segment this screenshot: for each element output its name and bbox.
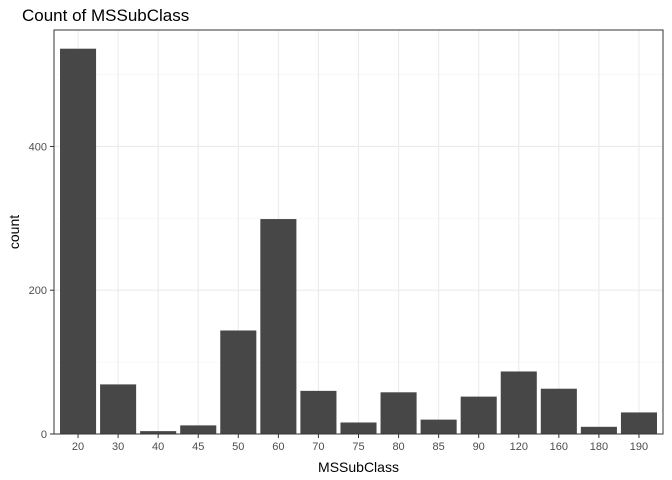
bar-160 — [540, 388, 577, 434]
x-axis: 20 30 40 45 50 60 70 75 80 85 90 120 160 180 190 — [72, 434, 648, 453]
y-axis-title: count — [6, 215, 22, 249]
x-tick-label: 180 — [590, 441, 608, 453]
x-tick-label: 75 — [352, 441, 364, 453]
bar-20 — [60, 48, 97, 434]
x-axis-title: MSSubClass — [318, 459, 399, 475]
bar-80 — [380, 392, 417, 434]
bar-30 — [100, 384, 137, 434]
bar-120 — [500, 371, 537, 434]
bar-70 — [300, 390, 337, 434]
bar-40 — [140, 431, 177, 434]
bars — [60, 48, 657, 434]
y-tick-label: 0 — [41, 429, 47, 441]
bar-45 — [180, 425, 217, 434]
x-tick-label: 190 — [630, 441, 648, 453]
bar-190 — [620, 412, 657, 434]
x-tick-label: 90 — [473, 441, 485, 453]
x-tick-label: 20 — [72, 441, 84, 453]
bar-75 — [340, 422, 377, 434]
y-tick-label: 200 — [29, 285, 47, 297]
bar-180 — [580, 426, 617, 434]
x-tick-label: 160 — [550, 441, 568, 453]
grid — [54, 30, 663, 435]
chart-title: Count of MSSubClass — [22, 6, 189, 25]
x-tick-label: 50 — [232, 441, 244, 453]
bar-50 — [220, 330, 257, 434]
y-axis: 0 200 400 — [29, 141, 54, 441]
x-tick-label: 60 — [272, 441, 284, 453]
x-tick-label: 80 — [392, 441, 404, 453]
x-tick-label: 85 — [433, 441, 445, 453]
x-tick-label: 40 — [152, 441, 164, 453]
x-tick-label: 30 — [112, 441, 124, 453]
x-tick-label: 70 — [312, 441, 324, 453]
bar-90 — [460, 396, 497, 434]
bar-85 — [420, 419, 457, 434]
x-tick-label: 120 — [510, 441, 528, 453]
bar-60 — [260, 219, 297, 434]
y-tick-label: 400 — [29, 141, 47, 153]
x-tick-label: 45 — [192, 441, 204, 453]
